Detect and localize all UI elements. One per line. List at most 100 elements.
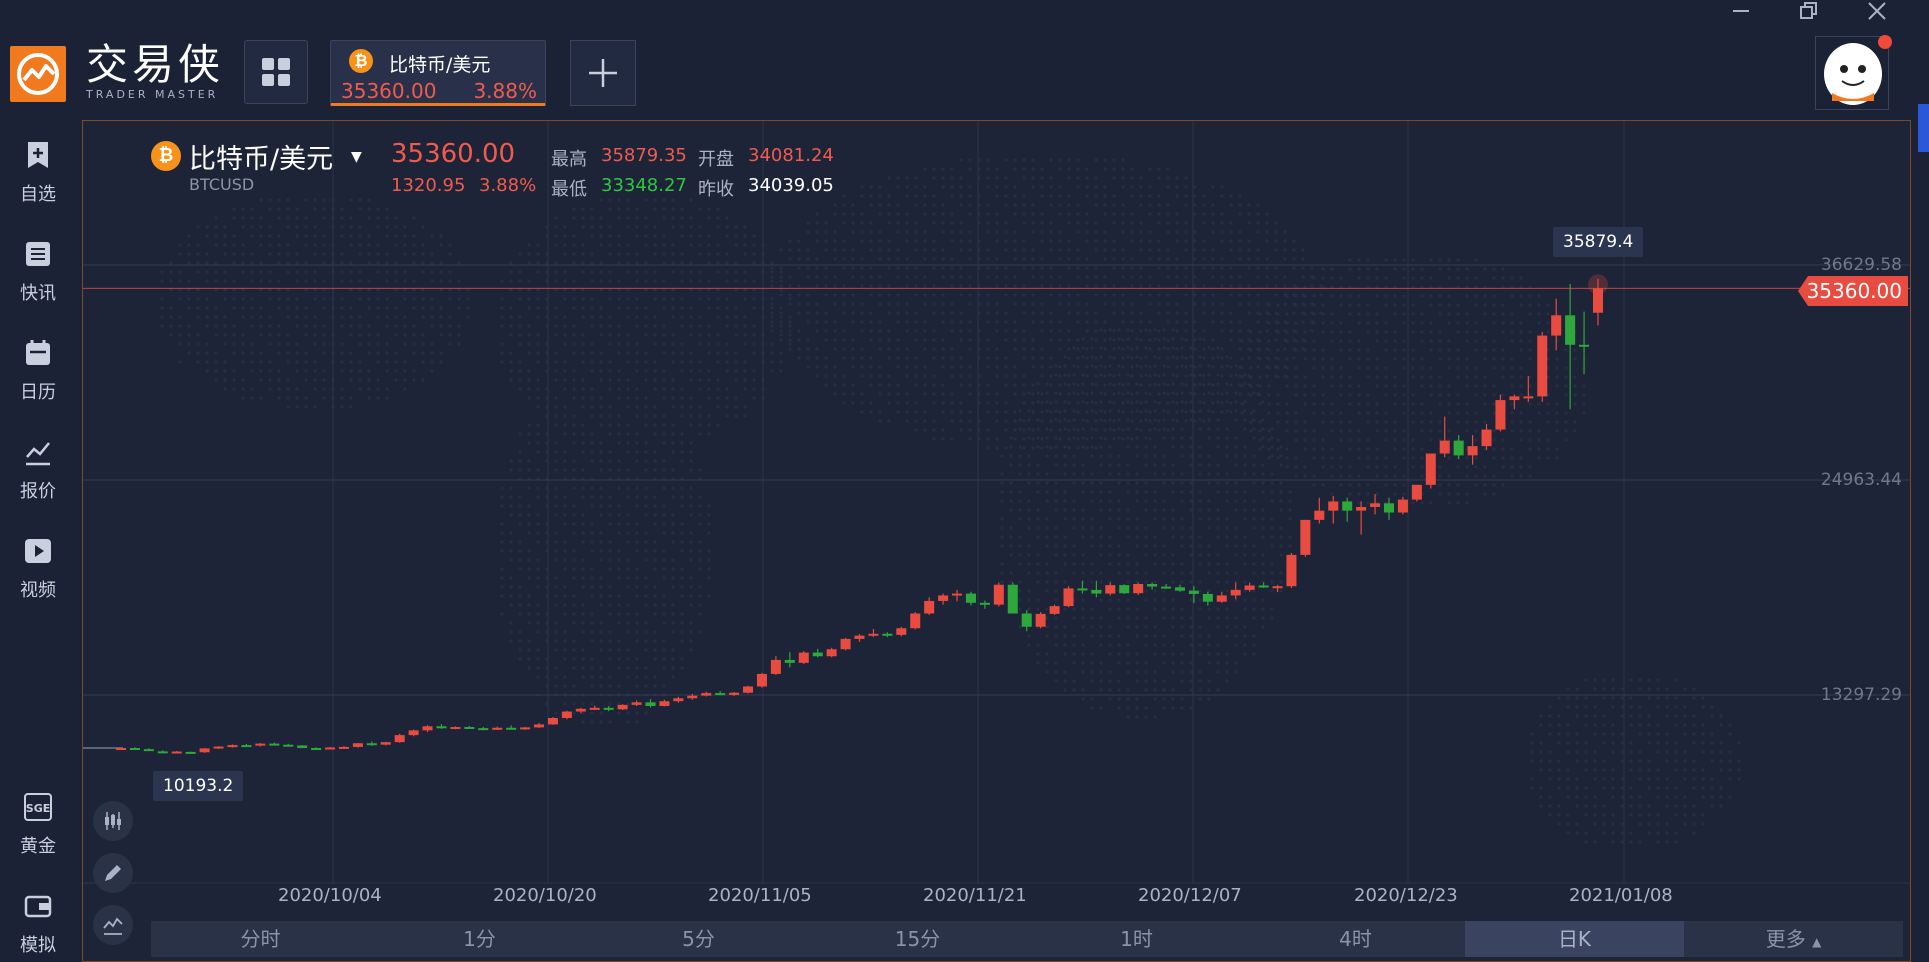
candle-body [840,638,851,650]
candle-body [255,743,266,746]
x-axis-label: 2020/11/21 [923,885,1027,906]
draw-tool-button[interactable] [93,853,133,893]
timeframe-bar: 分时 1分 5分 15分 1时 4时 日K 更多 ▲ [151,921,1903,957]
sidebar-item-label: 模拟 [20,935,56,956]
candle-body [756,673,767,687]
candle-body [1397,499,1408,513]
timeframe-15m[interactable]: 15分 [894,927,941,951]
candlestick-chart[interactable] [83,121,1911,962]
timeframe-tick[interactable]: 分时 [240,927,281,951]
avatar-face-icon [1824,43,1882,105]
timeframe-4h[interactable]: 4时 [1339,927,1372,951]
sidebar-item-label: 快讯 [20,283,56,304]
timeframe-daily[interactable]: 日K [1465,921,1684,957]
candle-body [952,593,963,596]
sidebar-item-video[interactable]: 视频 [0,536,76,602]
candle-body [520,727,531,730]
candle-body [1188,590,1199,594]
candle-body [826,649,837,657]
candle-body [1481,429,1492,447]
candles-icon [105,812,121,830]
caret-down-icon[interactable]: ▼ [351,149,362,165]
minimize-button[interactable] [1730,0,1752,28]
pair-selector[interactable]: 比特币/美元 [189,144,334,175]
candle-body [380,742,391,745]
candle-body [1467,446,1478,456]
candle-body [561,711,572,718]
sidebar-item-label: 视频 [20,580,56,601]
candle-body [464,727,475,730]
play-icon [25,539,51,563]
candle-body [143,749,154,752]
candle-body [366,743,377,746]
high-label: 最高 [551,149,587,170]
candle-body [729,692,740,695]
candle-body [338,746,349,749]
bitcoin-icon: ₿ [151,141,181,171]
candle-body [1035,613,1046,627]
candle-body [352,743,363,747]
candle-body [1091,589,1102,594]
price-chart[interactable]: ₿ 比特币/美元 ▼ BTCUSD 35360.00 1320.95 3.88%… [82,120,1911,962]
scroll-indicator[interactable] [1918,104,1929,152]
candle-body [770,659,781,674]
minimize-icon [1733,10,1749,12]
close-button[interactable] [1866,0,1888,28]
sge-icon: SGE [24,793,52,821]
sidebar-item-label: 报价 [20,481,56,502]
open-label: 开盘 [698,149,734,170]
bitcoin-icon: ₿ [349,49,373,73]
sidebar-item-watchlist[interactable]: 自选 [0,140,76,206]
candle-body [687,695,698,699]
timeframe-more[interactable]: 更多 ▲ [1684,921,1903,957]
candle-body [1230,589,1241,596]
add-tab-button[interactable] [570,40,636,106]
restore-icon [1800,2,1817,19]
candle-body [1174,587,1185,591]
sidebar-item-calendar[interactable]: 日历 [0,338,76,404]
sidebar-item-demo[interactable]: 模拟 [0,891,76,957]
chart-type-button[interactable] [93,801,133,841]
candle-body [408,730,419,736]
grid-layout-button[interactable] [244,40,308,104]
timeframe-5m[interactable]: 5分 [682,927,715,951]
candle-body [1021,613,1032,627]
app-name-en: TRADER MASTER [86,88,219,101]
candle-body [868,633,879,636]
tab-price: 35360.00 [341,79,437,103]
candle-body [1495,400,1506,430]
candle-body [701,693,712,696]
timeframe-1h[interactable]: 1时 [1120,927,1153,951]
sidebar-item-news[interactable]: 快讯 [0,239,76,305]
candle-body [1105,585,1116,594]
candle-body [283,744,294,747]
sidebar-item-gold[interactable]: SGE 黄金 [0,792,76,858]
candle-body [938,595,949,601]
grid-icon [262,58,290,86]
candle-body [659,701,670,707]
user-avatar[interactable] [1815,35,1892,110]
sidebar-item-quotes[interactable]: 报价 [0,437,76,503]
candle-body [798,652,809,663]
y-axis-label: 24963.44 [1820,470,1902,490]
prev-close-label: 昨收 [698,179,734,200]
restore-button[interactable] [1798,0,1820,28]
candle-body [1258,585,1269,588]
sidebar-item-label: 黄金 [20,836,56,857]
tab-btcusd[interactable]: ₿ 比特币/美元 35360.00 3.88% [330,40,546,106]
x-axis-label: 2020/10/20 [493,885,597,906]
calendar-icon [26,340,50,365]
candle-body [185,751,196,754]
bookmark-add-icon [28,142,48,168]
candle-body [882,633,893,636]
candle-body [965,593,976,603]
timeframe-1m[interactable]: 1分 [463,927,496,951]
candle-body [1342,501,1353,511]
candle-body [227,745,238,748]
last-candle-glow [1588,274,1608,295]
app-logo-icon [10,46,66,102]
candle-body [1244,585,1255,590]
indicator-button[interactable] [93,905,133,945]
candle-body [1147,584,1158,587]
candle-body [394,735,405,743]
